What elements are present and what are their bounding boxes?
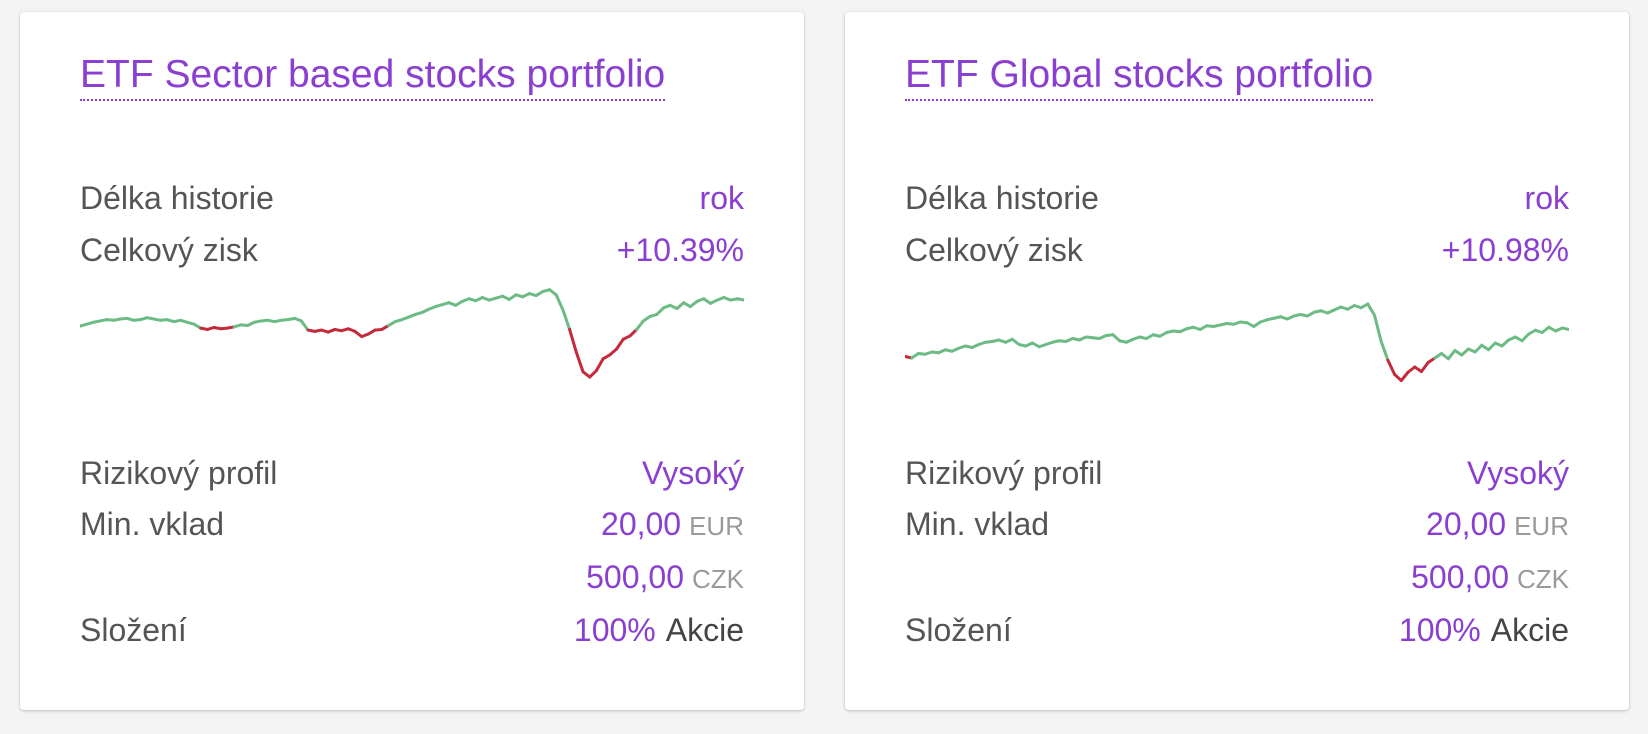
chart-line-segment xyxy=(1560,326,1569,331)
min-deposit-eur-amount: 20,00 xyxy=(601,506,682,542)
total-gain-row: Celkový zisk +10.98% xyxy=(905,230,1569,270)
performance-chart-svg xyxy=(80,288,744,379)
chart-line-segment xyxy=(655,306,666,316)
risk-profile-label: Rizikový profil xyxy=(80,455,278,491)
chart-line-segment xyxy=(1520,332,1531,343)
min-deposit-czk-row: 500,00 CZK xyxy=(80,557,744,599)
chart-line-segment xyxy=(1419,361,1430,373)
chart-line-segment xyxy=(554,293,565,312)
composition-label: Složení xyxy=(905,612,1012,648)
chart-line-segment xyxy=(1473,343,1484,354)
chart-line-segment xyxy=(1446,349,1457,361)
portfolio-title-link[interactable]: ETF Sector based stocks portfolio xyxy=(80,53,666,101)
total-gain-value: +10.39% xyxy=(616,232,744,268)
total-gain-label: Celkový zisk xyxy=(905,232,1083,268)
portfolio-card: ETF Sector based stocks portfolio Délka … xyxy=(20,12,804,710)
total-gain-label: Celkový zisk xyxy=(80,232,258,268)
currency-czk: CZK xyxy=(1517,564,1569,594)
total-gain-value: +10.98% xyxy=(1441,232,1569,268)
composition-value: 100% Akcie xyxy=(1399,610,1569,650)
risk-profile-value: Vysoký xyxy=(1467,455,1569,491)
composition-percent: 100% xyxy=(573,612,656,648)
min-deposit-eur: 20,00 EUR xyxy=(601,504,744,546)
risk-profile-value: Vysoký xyxy=(642,455,744,491)
chart-line-segment xyxy=(574,350,585,374)
min-deposit-row: Min. vklad 20,00 EUR xyxy=(80,504,744,546)
min-deposit-czk: 500,00 CZK xyxy=(1411,557,1569,599)
chart-line-segment xyxy=(568,327,578,354)
chart-line-segment xyxy=(615,337,625,351)
risk-profile-row: Rizikový profil Vysoký xyxy=(80,453,744,493)
history-length-label: Délka historie xyxy=(905,180,1099,216)
composition-percent: 100% xyxy=(1398,612,1481,648)
risk-profile-row: Rizikový profil Vysoký xyxy=(905,453,1569,493)
min-deposit-czk: 500,00 CZK xyxy=(586,557,744,599)
chart-line-segment xyxy=(561,308,572,331)
min-deposit-czk-row: 500,00 CZK xyxy=(905,557,1569,599)
chart-line-segment xyxy=(588,369,598,379)
min-deposit-eur-amount: 20,00 xyxy=(1426,506,1507,542)
history-length-row: Délka historie rok xyxy=(905,178,1569,218)
chart-line-segment xyxy=(1379,340,1390,362)
composition-label: Složení xyxy=(80,612,187,648)
total-gain-row: Celkový zisk +10.39% xyxy=(80,230,744,270)
min-deposit-row: Min. vklad 20,00 EUR xyxy=(905,504,1569,546)
currency-eur: EUR xyxy=(1514,511,1569,541)
min-deposit-label: Min. vklad xyxy=(80,506,225,542)
chart-line-segment xyxy=(1386,358,1397,376)
composition-value: 100% Akcie xyxy=(574,610,744,650)
portfolio-title-link[interactable]: ETF Global stocks portfolio xyxy=(905,53,1374,101)
chart-line-segment xyxy=(594,357,605,373)
performance-chart xyxy=(80,274,744,424)
chart-line-segment xyxy=(1399,370,1410,382)
history-length-label: Délka historie xyxy=(80,180,274,216)
currency-eur: EUR xyxy=(689,511,744,541)
portfolio-card: ETF Global stocks portfolio Délka histor… xyxy=(845,12,1629,710)
chart-line-segment xyxy=(1366,302,1376,317)
chart-line-segment xyxy=(1372,313,1383,343)
composition-row: Složení 100% Akcie xyxy=(80,610,744,650)
composition-type: Akcie xyxy=(1490,612,1569,648)
currency-czk: CZK xyxy=(692,564,744,594)
composition-row: Složení 100% Akcie xyxy=(905,610,1569,650)
history-length-row: Délka historie rok xyxy=(80,178,744,218)
history-length-value: rok xyxy=(699,180,744,216)
min-deposit-eur: 20,00 EUR xyxy=(1426,504,1569,546)
composition-type: Akcie xyxy=(665,612,744,648)
chart-line-segment xyxy=(1487,341,1497,352)
performance-chart-svg xyxy=(905,302,1569,382)
history-length-value: rok xyxy=(1524,180,1569,216)
chart-line-segment xyxy=(735,297,744,302)
risk-profile-label: Rizikový profil xyxy=(905,455,1103,491)
min-deposit-czk-amount: 500,00 xyxy=(1411,559,1509,595)
min-deposit-czk-amount: 500,00 xyxy=(586,559,684,595)
min-deposit-label: Min. vklad xyxy=(905,506,1050,542)
chart-line-segment xyxy=(635,319,645,331)
chart-line-segment xyxy=(628,327,639,338)
chart-line-segment xyxy=(299,319,310,332)
performance-chart xyxy=(905,274,1569,424)
